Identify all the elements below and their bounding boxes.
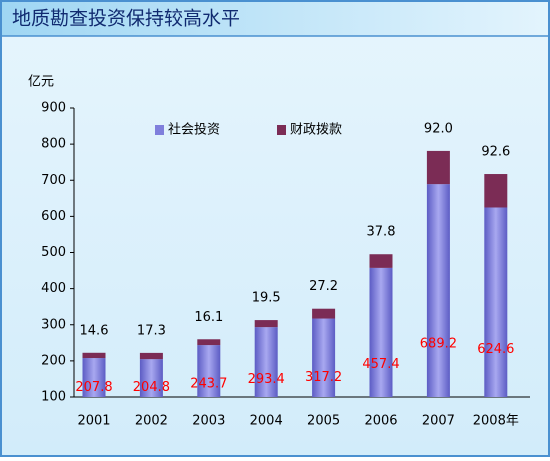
value-label: 14.6 xyxy=(80,323,109,338)
bar-segment xyxy=(139,359,163,397)
x-tick-label: 2004 xyxy=(250,414,283,429)
value-label: 207.8 xyxy=(75,380,112,395)
bar-segment xyxy=(484,207,508,397)
value-label: 27.2 xyxy=(309,279,338,294)
bar-segment xyxy=(369,254,393,268)
x-tick-label: 2001 xyxy=(77,414,110,429)
chart-title: 地质勘查投资保持较高水平 xyxy=(12,8,240,30)
legend-label: 财政拨款 xyxy=(290,123,342,138)
x-tick-label: 2006 xyxy=(364,414,397,429)
x-tick-label: 2007 xyxy=(422,414,455,429)
x-tick-label: 2003 xyxy=(192,414,225,429)
y-tick-label: 500 xyxy=(41,245,66,260)
value-label: 689.2 xyxy=(420,336,457,351)
x-tick-label: 2008年 xyxy=(473,414,519,429)
value-label: 19.5 xyxy=(252,291,281,306)
value-label: 243.7 xyxy=(190,377,227,392)
bar-segment xyxy=(197,339,221,346)
value-label: 16.1 xyxy=(194,310,223,325)
legend-label: 社会投资 xyxy=(168,122,220,138)
value-label: 92.0 xyxy=(424,121,453,136)
y-tick-label: 800 xyxy=(41,137,66,152)
y-tick-label: 700 xyxy=(41,173,66,188)
value-label: 92.6 xyxy=(481,145,510,160)
title-bar xyxy=(2,2,548,36)
y-tick-label: 400 xyxy=(41,281,66,296)
value-label: 293.4 xyxy=(248,372,285,387)
bar-segment xyxy=(139,352,163,360)
bar-segment xyxy=(426,150,450,185)
value-label: 204.8 xyxy=(133,380,170,395)
bar-segment xyxy=(426,184,450,397)
legend-swatch xyxy=(155,125,164,135)
y-tick-label: 100 xyxy=(41,390,66,405)
y-tick-label: 900 xyxy=(41,101,66,116)
bar-segment xyxy=(369,267,393,397)
y-tick-label: 200 xyxy=(41,353,66,368)
x-tick-label: 2002 xyxy=(135,414,168,429)
bar-segment xyxy=(312,308,336,319)
legend-swatch xyxy=(277,125,286,135)
value-label: 624.6 xyxy=(477,342,514,357)
bar-segment xyxy=(312,318,336,397)
value-label: 457.4 xyxy=(362,357,399,372)
y-tick-label: 300 xyxy=(41,317,66,332)
bar-segment xyxy=(197,345,221,397)
bar-segment xyxy=(82,358,106,397)
value-label: 37.8 xyxy=(367,225,396,240)
value-label: 17.3 xyxy=(137,323,166,338)
bar-segment xyxy=(82,352,106,359)
bar-segment xyxy=(254,320,278,328)
y-axis-label: 亿元 xyxy=(28,75,54,90)
y-tick-label: 600 xyxy=(41,209,66,224)
x-tick-label: 2005 xyxy=(307,414,340,429)
bar-segment xyxy=(254,327,278,397)
value-label: 317.2 xyxy=(305,370,342,385)
bar-segment xyxy=(484,174,508,208)
